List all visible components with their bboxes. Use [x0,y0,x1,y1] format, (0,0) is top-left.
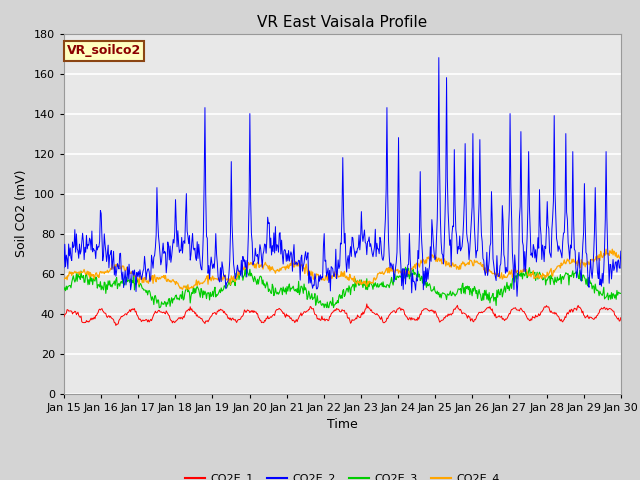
Legend: CO2E_1, CO2E_2, CO2E_3, CO2E_4: CO2E_1, CO2E_2, CO2E_3, CO2E_4 [180,469,504,480]
Title: VR East Vaisala Profile: VR East Vaisala Profile [257,15,428,30]
Y-axis label: Soil CO2 (mV): Soil CO2 (mV) [15,170,28,257]
X-axis label: Time: Time [327,418,358,431]
Text: VR_soilco2: VR_soilco2 [67,44,141,58]
